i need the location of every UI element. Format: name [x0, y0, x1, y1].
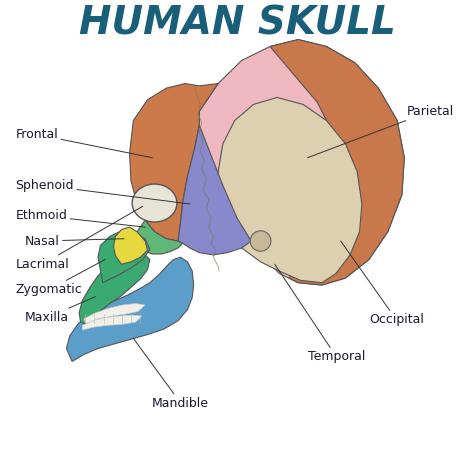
- Text: Nasal: Nasal: [25, 235, 124, 247]
- Polygon shape: [114, 227, 147, 264]
- Text: Parietal: Parietal: [308, 105, 454, 158]
- Text: Sphenoid: Sphenoid: [16, 179, 190, 204]
- Polygon shape: [137, 192, 159, 218]
- Text: Ethmoid: Ethmoid: [16, 209, 145, 227]
- Text: HUMAN SKULL: HUMAN SKULL: [79, 4, 395, 42]
- Text: Frontal: Frontal: [16, 128, 152, 158]
- Text: Mandible: Mandible: [133, 338, 209, 410]
- Polygon shape: [199, 39, 404, 285]
- Polygon shape: [98, 231, 150, 283]
- Ellipse shape: [132, 184, 177, 222]
- Polygon shape: [79, 253, 150, 324]
- Text: Lacrimal: Lacrimal: [16, 206, 143, 271]
- Polygon shape: [270, 39, 404, 285]
- Polygon shape: [136, 220, 183, 254]
- Polygon shape: [66, 257, 194, 362]
- Polygon shape: [82, 315, 142, 330]
- Text: Maxilla: Maxilla: [25, 297, 96, 324]
- Circle shape: [250, 231, 271, 251]
- Polygon shape: [178, 125, 251, 255]
- Text: Zygomatic: Zygomatic: [16, 260, 105, 296]
- Polygon shape: [129, 83, 218, 241]
- Polygon shape: [84, 303, 145, 323]
- Polygon shape: [218, 98, 362, 283]
- Text: Temporal: Temporal: [275, 264, 365, 363]
- Text: Occipital: Occipital: [341, 241, 424, 326]
